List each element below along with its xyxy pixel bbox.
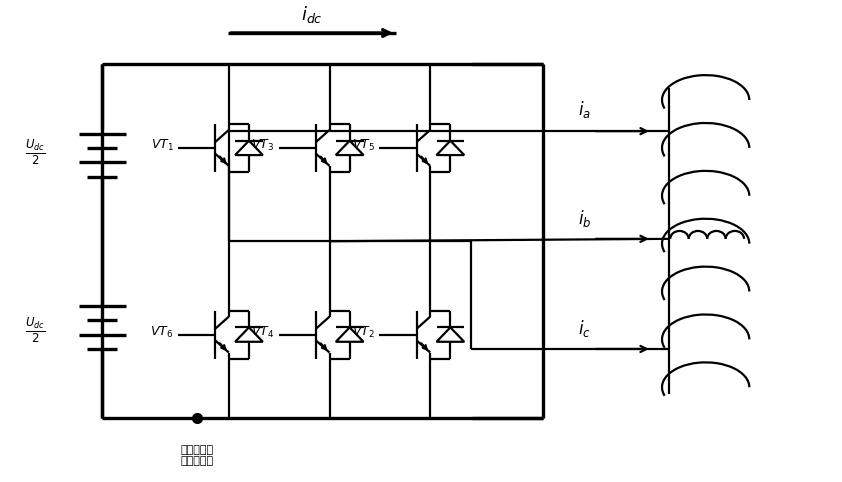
Text: $i_c$: $i_c$	[578, 318, 591, 339]
Text: $VT_6$: $VT_6$	[151, 325, 173, 340]
Text: $VT_3$: $VT_3$	[251, 138, 274, 153]
Text: $\frac{U_{dc}}{2}$: $\frac{U_{dc}}{2}$	[24, 138, 45, 167]
Text: $VT_5$: $VT_5$	[352, 138, 375, 153]
Text: $i_b$: $i_b$	[578, 208, 591, 229]
Text: $VT_2$: $VT_2$	[352, 325, 375, 340]
Text: 直流母线电
流检测单元: 直流母线电 流检测单元	[180, 445, 214, 466]
Text: $VT_4$: $VT_4$	[251, 325, 274, 340]
Text: $i_a$: $i_a$	[578, 99, 591, 120]
Text: $VT_1$: $VT_1$	[151, 138, 173, 153]
Text: $\frac{U_{dc}}{2}$: $\frac{U_{dc}}{2}$	[24, 315, 45, 345]
Text: $i_{dc}$: $i_{dc}$	[301, 4, 322, 25]
